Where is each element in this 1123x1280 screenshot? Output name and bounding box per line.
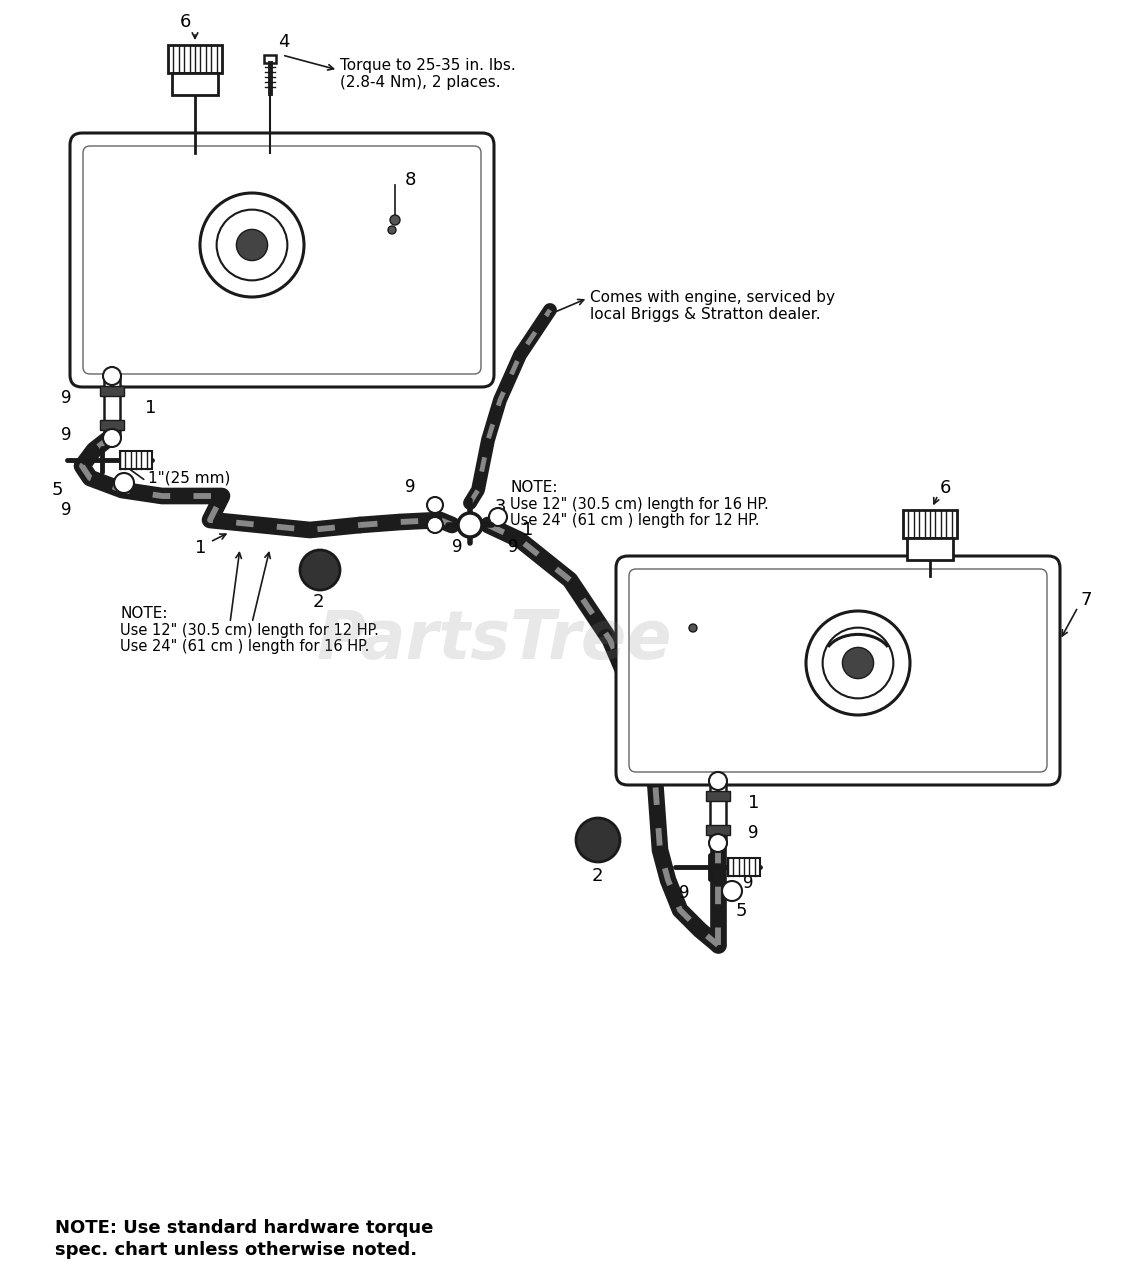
Circle shape bbox=[842, 648, 874, 678]
Text: 3: 3 bbox=[495, 498, 506, 516]
Bar bbox=[100, 387, 124, 396]
Text: 5: 5 bbox=[736, 902, 748, 920]
Circle shape bbox=[103, 367, 121, 385]
Text: 1"(25 mm): 1"(25 mm) bbox=[148, 471, 230, 485]
Bar bbox=[710, 783, 725, 841]
Text: Comes with engine, serviced by
local Briggs & Stratton dealer.: Comes with engine, serviced by local Bri… bbox=[590, 291, 836, 323]
Text: 9: 9 bbox=[508, 538, 519, 556]
FancyBboxPatch shape bbox=[70, 133, 494, 387]
Circle shape bbox=[103, 429, 121, 447]
Text: 9: 9 bbox=[62, 500, 72, 518]
Text: Torque to 25-35 in. lbs.
(2.8-4 Nm), 2 places.: Torque to 25-35 in. lbs. (2.8-4 Nm), 2 p… bbox=[340, 58, 515, 91]
Circle shape bbox=[200, 193, 304, 297]
Text: Use 12" (30.5 cm) length for 12 HP.: Use 12" (30.5 cm) length for 12 HP. bbox=[120, 622, 378, 637]
Bar bbox=[172, 73, 218, 95]
Circle shape bbox=[390, 215, 400, 225]
Bar bbox=[728, 858, 760, 876]
Circle shape bbox=[722, 881, 742, 901]
Text: 7: 7 bbox=[1080, 591, 1092, 609]
Circle shape bbox=[576, 818, 620, 861]
Bar bbox=[168, 45, 222, 73]
Circle shape bbox=[690, 623, 697, 632]
Circle shape bbox=[709, 835, 727, 852]
Circle shape bbox=[823, 627, 894, 699]
Text: 6: 6 bbox=[180, 13, 191, 31]
Text: 1: 1 bbox=[522, 521, 533, 539]
Text: NOTE: Use standard hardware torque: NOTE: Use standard hardware torque bbox=[55, 1219, 433, 1236]
Text: 6: 6 bbox=[940, 479, 951, 497]
Text: NOTE:: NOTE: bbox=[510, 480, 557, 495]
Circle shape bbox=[300, 550, 340, 590]
Bar bbox=[903, 509, 957, 538]
Text: PartsTree: PartsTree bbox=[317, 607, 672, 673]
Text: 9: 9 bbox=[743, 874, 754, 892]
Circle shape bbox=[489, 508, 506, 526]
Text: 9: 9 bbox=[679, 884, 690, 902]
Text: 2: 2 bbox=[591, 867, 603, 884]
Circle shape bbox=[217, 210, 287, 280]
Text: NOTE:: NOTE: bbox=[120, 607, 167, 622]
Bar bbox=[100, 420, 124, 430]
Text: 8: 8 bbox=[405, 172, 417, 189]
Text: 4: 4 bbox=[279, 33, 290, 51]
Bar bbox=[907, 538, 953, 561]
Text: Use 12" (30.5 cm) length for 16 HP.: Use 12" (30.5 cm) length for 16 HP. bbox=[510, 497, 769, 512]
Text: 9: 9 bbox=[748, 824, 758, 842]
Bar bbox=[706, 826, 730, 835]
Text: 1: 1 bbox=[145, 399, 156, 417]
Circle shape bbox=[427, 497, 442, 513]
Text: 1: 1 bbox=[195, 539, 207, 557]
Text: 5: 5 bbox=[52, 481, 64, 499]
Text: 2: 2 bbox=[312, 593, 323, 611]
Circle shape bbox=[458, 513, 482, 538]
Circle shape bbox=[115, 474, 134, 493]
Text: 9: 9 bbox=[62, 389, 72, 407]
Text: 9: 9 bbox=[451, 538, 463, 556]
FancyBboxPatch shape bbox=[617, 556, 1060, 785]
Text: 9: 9 bbox=[405, 477, 416, 495]
Text: 9: 9 bbox=[62, 426, 72, 444]
Circle shape bbox=[806, 611, 910, 716]
Text: Use 24" (61 cm ) length for 16 HP.: Use 24" (61 cm ) length for 16 HP. bbox=[120, 639, 369, 654]
Bar bbox=[120, 451, 152, 468]
Bar bbox=[706, 791, 730, 801]
Circle shape bbox=[389, 227, 396, 234]
Text: 1: 1 bbox=[748, 794, 759, 812]
Circle shape bbox=[709, 772, 727, 790]
Circle shape bbox=[237, 229, 267, 261]
Text: spec. chart unless otherwise noted.: spec. chart unless otherwise noted. bbox=[55, 1242, 417, 1260]
Bar bbox=[104, 378, 120, 436]
Bar bbox=[264, 55, 276, 63]
Text: Use 24" (61 cm ) length for 12 HP.: Use 24" (61 cm ) length for 12 HP. bbox=[510, 512, 759, 527]
Circle shape bbox=[427, 517, 442, 532]
